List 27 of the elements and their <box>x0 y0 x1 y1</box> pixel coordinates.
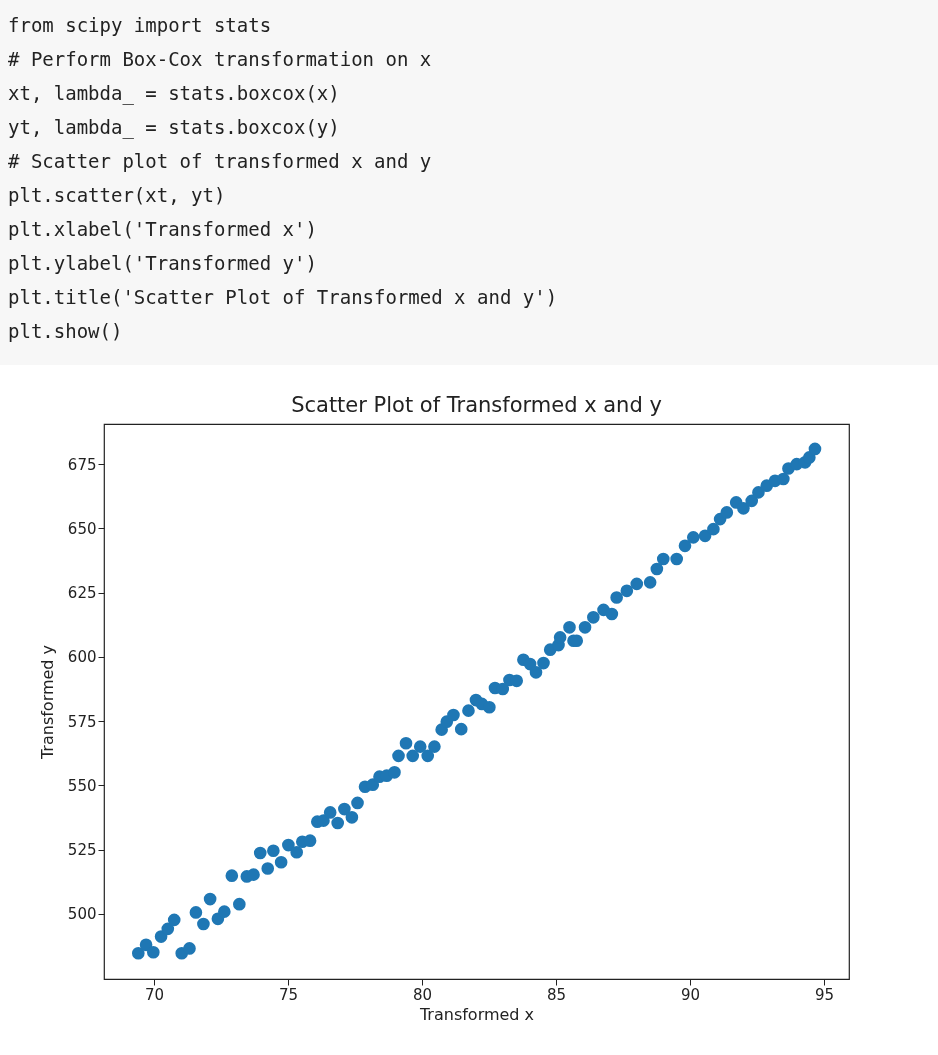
text: plt.show() <box>8 319 124 344</box>
text: yt, lambda_ = stats.boxcox(y) <box>8 115 341 141</box>
text: plt.scatter(xt, yt) <box>8 183 227 208</box>
x-tick-label: 70 <box>145 985 165 1004</box>
x-tick-label: 85 <box>547 985 567 1004</box>
x-tick-label: 90 <box>681 985 701 1004</box>
y-tick-label: 525 <box>67 841 97 860</box>
text: from scipy import stats <box>8 13 273 38</box>
chart-title: Scatter Plot of Transformed x and y <box>291 393 662 417</box>
x-tick-label: 80 <box>413 985 433 1004</box>
text: plt.title('Scatter Plot of Transformed x and y') <box>8 285 559 310</box>
y-tick-label: 675 <box>67 455 97 474</box>
y-tick-label: 575 <box>67 712 97 731</box>
x-axis-title: Transformed x <box>418 1004 535 1024</box>
y-tick-label: 550 <box>67 776 97 795</box>
text: # Perform Box-Cox transformation on x <box>8 47 433 72</box>
y-tick-label: 625 <box>67 584 97 603</box>
y-axis-title: Transformed y <box>37 644 57 761</box>
text: # Scatter plot of transformed x and y <box>8 149 433 174</box>
text: xt, lambda_ = stats.boxcox(x) <box>8 81 341 107</box>
y-tick-label: 650 <box>67 519 97 538</box>
y-tick-label: 500 <box>67 905 97 924</box>
x-tick-label: 95 <box>815 985 835 1004</box>
y-tick-label: 600 <box>67 648 97 667</box>
x-tick-label: 75 <box>279 985 299 1004</box>
text: plt.ylabel('Transformed y') <box>8 251 318 276</box>
text: plt.xlabel('Transformed x') <box>8 217 318 242</box>
